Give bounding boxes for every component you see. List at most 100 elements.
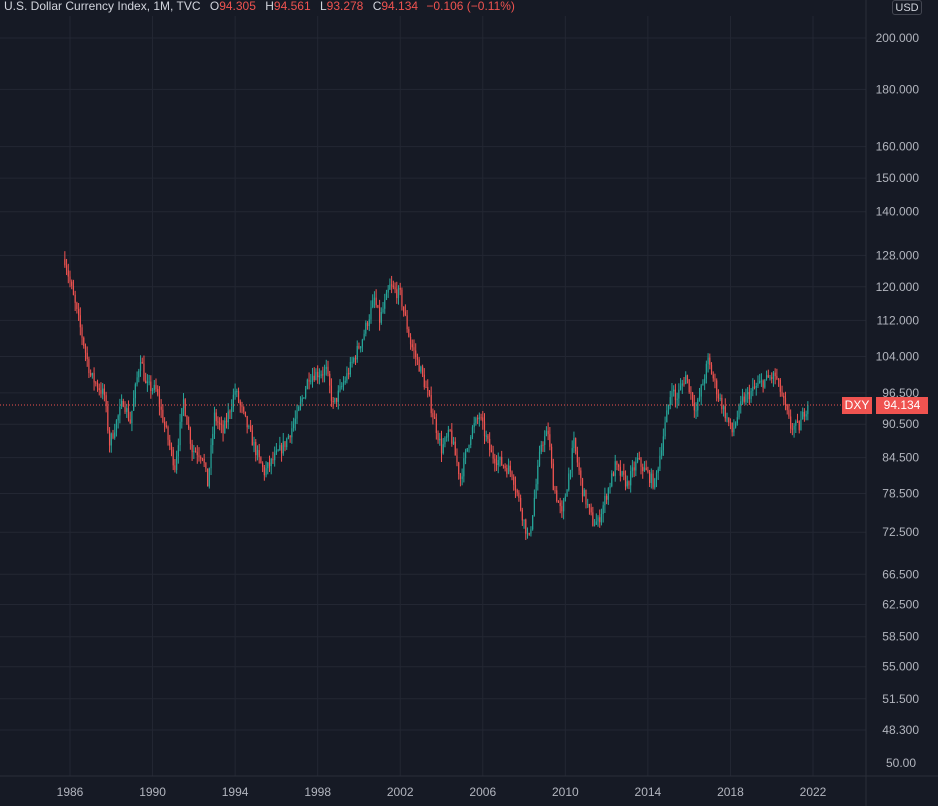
candle-body	[301, 398, 303, 402]
candle-body	[528, 533, 530, 535]
candle-body	[573, 438, 575, 449]
candle-body	[618, 464, 620, 467]
y-tick-label: 104.000	[876, 349, 920, 363]
high-value: 94.561	[273, 0, 311, 13]
candle-body	[415, 350, 417, 358]
candle-body	[566, 489, 568, 497]
candle-body	[186, 415, 188, 425]
candle-body	[743, 396, 745, 402]
candle-body	[181, 408, 183, 422]
candle-body	[129, 419, 131, 424]
candle-body	[176, 456, 178, 470]
candle-body	[322, 374, 324, 376]
candle-body	[552, 463, 554, 491]
y-tick-label: 84.500	[882, 451, 919, 465]
candle-body	[143, 363, 145, 381]
candle-body	[621, 471, 623, 476]
candle-body	[655, 472, 658, 479]
candle-body	[451, 430, 453, 444]
candle-body	[348, 373, 350, 375]
candle-body	[612, 473, 615, 476]
candle-body	[545, 430, 548, 437]
candle-body	[158, 394, 161, 407]
time-axis[interactable]: 1986 1990 1994 1998 2002 2006 2010 2014 2018 2022	[57, 785, 827, 799]
candle-body	[626, 481, 628, 487]
candle-body	[640, 458, 642, 467]
candle-body	[649, 471, 651, 483]
candle-body	[79, 315, 81, 328]
candle-body	[256, 450, 259, 456]
candle-body	[356, 346, 358, 360]
candle-body	[163, 422, 166, 426]
candle-body	[614, 461, 616, 476]
candle-body	[308, 379, 310, 382]
candle-body	[260, 457, 262, 464]
candle-body	[193, 450, 195, 453]
candle-body	[710, 364, 713, 375]
candle-body	[793, 425, 795, 430]
candle-body	[581, 478, 584, 497]
candle-body	[232, 394, 234, 408]
candle-body	[497, 459, 499, 466]
candle-body	[155, 384, 157, 389]
candle-body	[790, 416, 792, 429]
candle-body	[291, 428, 293, 438]
candle-body	[112, 433, 114, 438]
candle-body	[690, 392, 692, 394]
candle-body	[456, 455, 458, 463]
candle-body	[564, 496, 566, 502]
candle-body	[714, 378, 716, 381]
low-label: L	[319, 0, 327, 13]
candle-body	[423, 374, 425, 388]
symbol-legend[interactable]: U.S. Dollar Currency Index, 1M, TVC O94.…	[4, 0, 515, 13]
candle-body	[188, 424, 190, 429]
candle-body	[530, 529, 532, 534]
candle-body	[643, 467, 646, 472]
candle-body	[733, 427, 735, 433]
candle-body	[540, 444, 542, 452]
price-axis[interactable]: 200.000 180.000 160.000 150.000 140.000 128.0…	[876, 31, 920, 737]
candle-body	[786, 405, 788, 411]
candle-body	[277, 450, 279, 452]
candle-body	[313, 375, 315, 381]
candle-body	[590, 507, 592, 513]
candle-body	[678, 389, 680, 399]
candle-body	[151, 389, 154, 391]
candle-body	[609, 486, 611, 489]
candle-body	[483, 421, 486, 436]
candle-body	[561, 506, 563, 512]
candle-body	[292, 423, 295, 429]
candle-body	[704, 378, 706, 384]
candle-body	[298, 406, 300, 411]
candle-body	[592, 512, 594, 526]
candle-body	[215, 412, 217, 422]
candle-body	[206, 468, 209, 487]
y-tick-label: 66.500	[882, 567, 919, 581]
last-price-badge: 94.134	[876, 397, 928, 414]
candle-body	[117, 415, 119, 421]
candle-body	[695, 410, 697, 412]
candle-body	[339, 386, 341, 391]
candle-body	[427, 387, 429, 391]
candle-body	[578, 462, 580, 471]
candle-body	[495, 463, 498, 466]
candle-body	[346, 373, 348, 381]
close-label: C	[372, 0, 382, 13]
candle-body	[107, 406, 109, 431]
candle-body	[698, 396, 701, 400]
candle-body	[248, 426, 250, 428]
y-tick-label: 112.000	[877, 313, 920, 327]
candle-body	[315, 371, 317, 381]
candle-body	[762, 380, 764, 388]
x-tick-label: 2014	[635, 785, 662, 799]
candle-body	[377, 305, 379, 308]
y-tick-label: 48.300	[882, 723, 919, 737]
currency-button[interactable]: USD	[892, 0, 922, 15]
candle-body	[363, 333, 365, 340]
candle-body	[265, 468, 267, 476]
candle-body	[103, 388, 105, 396]
y-tick-label: 90.500	[882, 417, 919, 431]
candle-body	[647, 470, 649, 472]
candle-body	[525, 519, 527, 534]
